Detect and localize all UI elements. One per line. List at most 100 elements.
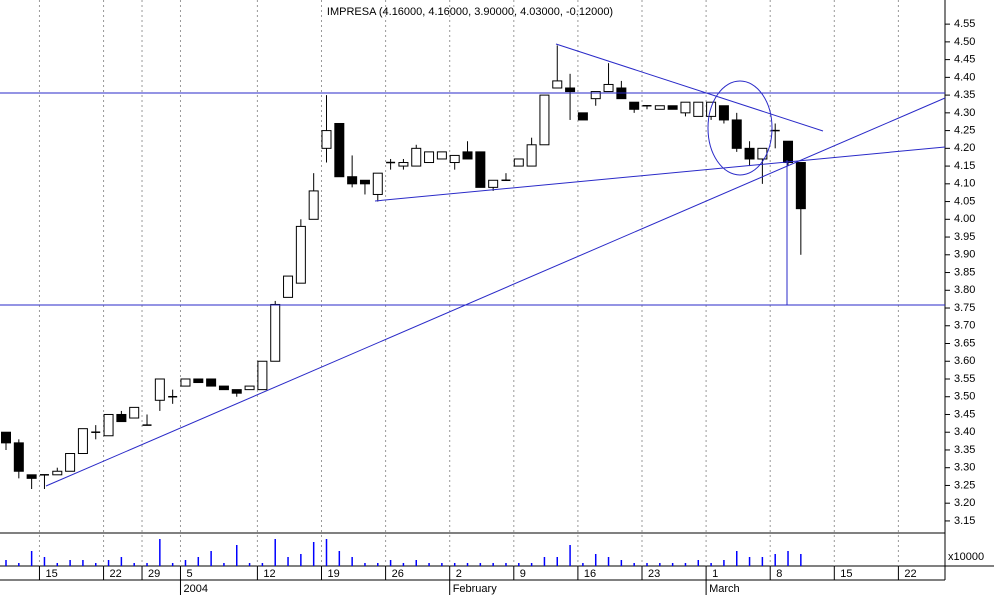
y-tick-label: 3.75	[954, 302, 975, 314]
trend-line	[555, 43, 824, 132]
candle-body	[52, 470, 63, 476]
y-tick-label: 3.30	[954, 462, 975, 474]
y-tick-label: 4.20	[954, 142, 975, 154]
candle-body	[231, 389, 242, 394]
x-tick-label: 9	[520, 568, 526, 580]
candle-body	[552, 80, 563, 89]
candle-body	[154, 378, 165, 401]
y-tick-label: 4.15	[954, 160, 975, 172]
trend-line	[374, 146, 946, 202]
x-tick-label: 26	[392, 568, 404, 580]
y-tick-label: 3.65	[954, 337, 975, 349]
x-tick-label: 1	[712, 568, 718, 580]
candle-body	[129, 406, 140, 419]
candle-body	[488, 179, 499, 188]
candle-body	[693, 101, 704, 117]
candle-body	[334, 122, 345, 178]
candle-body	[13, 442, 24, 472]
period-label: 2004	[183, 583, 207, 595]
candle-body	[526, 144, 537, 167]
x-tick-label: 16	[584, 568, 596, 580]
candle-body	[359, 179, 370, 185]
candle-body	[347, 176, 358, 185]
y-tick-label: 4.05	[954, 195, 975, 207]
y-tick-label: 3.15	[954, 515, 975, 527]
y-tick-label: 4.00	[954, 213, 975, 225]
candle-body	[629, 101, 640, 110]
y-tick-label: 3.55	[954, 373, 975, 385]
x-tick-label: 22	[904, 568, 916, 580]
candle-body	[372, 172, 383, 195]
y-tick-label: 4.40	[954, 71, 975, 83]
x-tick-label: 8	[776, 568, 782, 580]
candle-body	[590, 91, 601, 100]
candle-body	[308, 190, 319, 220]
candle-body	[26, 474, 37, 479]
y-tick-label: 4.35	[954, 89, 975, 101]
y-tick-label: 3.20	[954, 497, 975, 509]
candle-body	[1, 431, 11, 444]
drawn-ellipse	[707, 80, 773, 176]
candle-body	[116, 413, 127, 423]
candle-body	[783, 140, 794, 164]
candle-body	[654, 105, 665, 110]
y-tick-label: 3.40	[954, 426, 975, 438]
x-tick-label: 29	[148, 568, 160, 580]
candle-body	[206, 378, 217, 387]
candle-body	[603, 83, 614, 93]
candle-body	[283, 275, 294, 298]
candle-body	[218, 385, 229, 391]
x-tick-label: 2	[456, 568, 462, 580]
y-tick-label: 4.55	[954, 18, 975, 30]
candle-body	[193, 378, 204, 384]
trend-line	[45, 97, 946, 487]
x-tick-label: 15	[45, 568, 57, 580]
candle-body	[744, 147, 755, 160]
x-tick-label: 23	[648, 568, 660, 580]
candle-body	[103, 413, 114, 437]
candle-body	[680, 101, 691, 114]
y-tick-label: 3.90	[954, 249, 975, 261]
candle-body	[539, 94, 550, 146]
y-tick-label: 3.50	[954, 391, 975, 403]
candle-body	[449, 154, 460, 164]
candle-body	[706, 101, 717, 117]
candle-body	[667, 105, 678, 110]
x-tick-label: 5	[186, 568, 192, 580]
candle-body	[65, 453, 76, 472]
y-tick-label: 3.80	[954, 284, 975, 296]
candle-body	[295, 225, 306, 284]
candle-body	[77, 428, 88, 455]
y-tick-label: 3.60	[954, 355, 975, 367]
y-tick-label: 4.30	[954, 107, 975, 119]
candle-body	[436, 151, 447, 160]
candle-body	[180, 378, 191, 387]
candle-body	[475, 151, 486, 188]
candle-body	[424, 151, 435, 164]
y-tick-label: 4.25	[954, 124, 975, 136]
x-tick-label: 12	[263, 568, 275, 580]
candle-body	[795, 162, 806, 210]
candle-body	[731, 119, 742, 149]
chart-title: IMPRESA (4.16000, 4.16000, 3.90000, 4.03…	[327, 6, 613, 18]
candle-body	[513, 158, 524, 167]
y-tick-label: 3.95	[954, 231, 975, 243]
y-tick-label: 3.85	[954, 266, 975, 278]
volume-scale-label: x10000	[948, 551, 984, 563]
candle-body	[577, 112, 588, 121]
y-tick-label: 4.50	[954, 36, 975, 48]
y-tick-label: 3.25	[954, 479, 975, 491]
x-tick-label: 19	[328, 568, 340, 580]
candle-body	[321, 130, 332, 149]
period-label: March	[709, 583, 740, 595]
period-label: February	[453, 583, 498, 595]
y-tick-label: 3.70	[954, 320, 975, 332]
x-tick-label: 15	[840, 568, 852, 580]
candle-body	[462, 151, 473, 160]
candle-body	[411, 147, 422, 167]
y-tick-label: 4.45	[954, 54, 975, 66]
candle-body	[565, 87, 576, 93]
y-tick-label: 4.10	[954, 178, 975, 190]
